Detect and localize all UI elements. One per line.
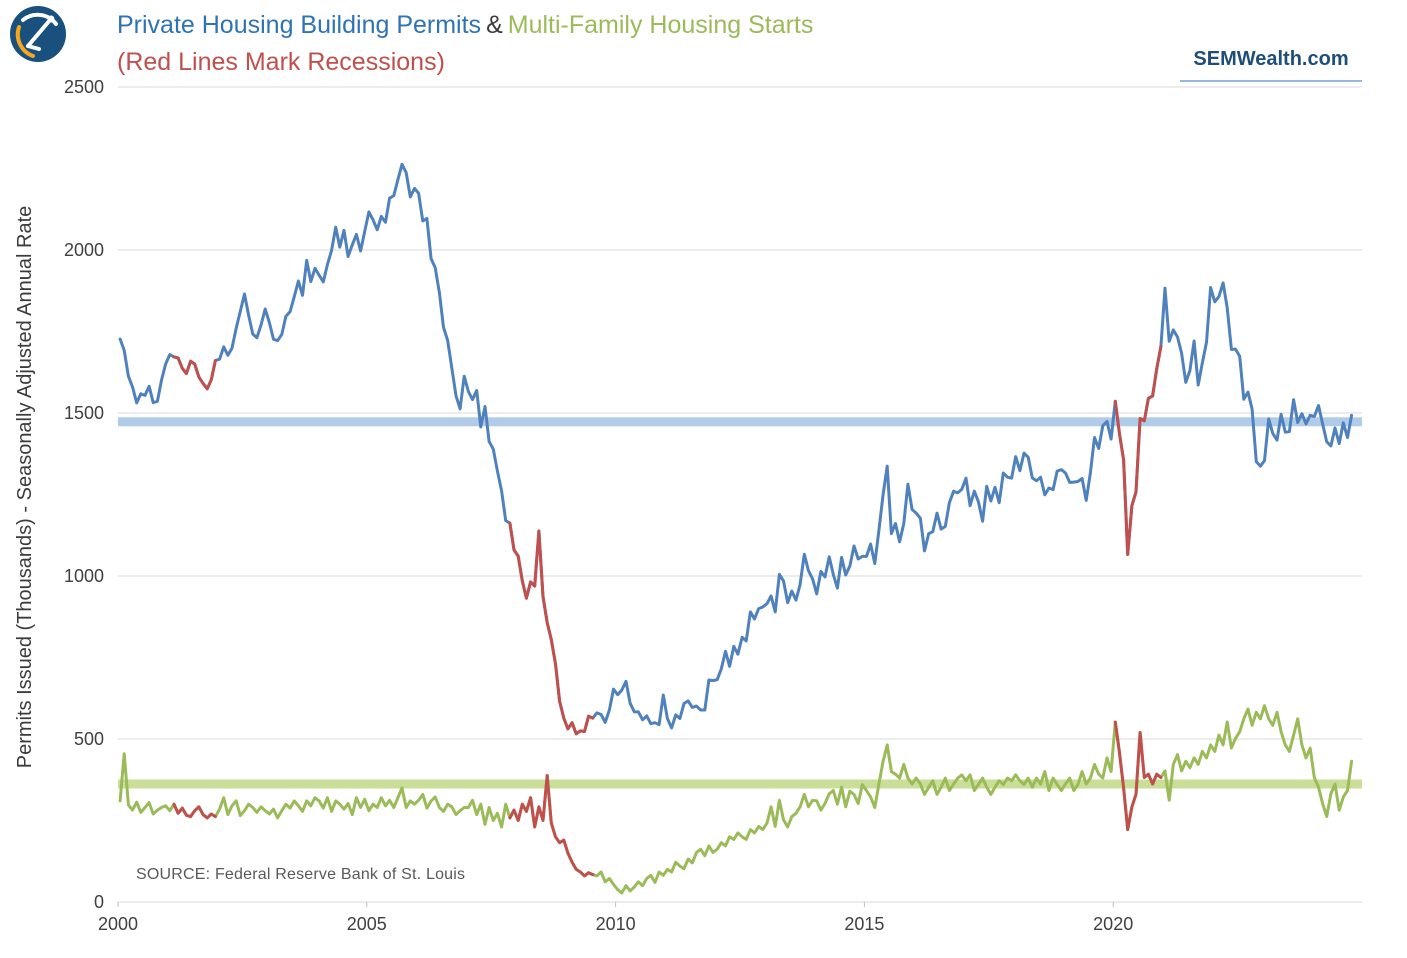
svg-text:500: 500 [74,729,104,749]
chart-title: Private Housing Building Permits & Multi-F… [117,8,813,79]
y-axis-title: Permits Issued (Thousands) - Seasonally … [14,205,36,769]
svg-text:2020: 2020 [1093,914,1133,934]
source-note: SOURCE: Federal Reserve Bank of St. Loui… [136,866,466,883]
current-level-bands [118,417,1362,789]
x-axis-labels: 2000 2005 2010 2015 2020 [98,914,1133,934]
chart-subtitle: (Red Lines Mark Recessions) [117,48,445,76]
chart-title-line1: Private Housing Building Permits & Multi-F… [117,8,813,42]
sem-wealth-logo-graphic [10,6,66,62]
gridlines [118,86,1362,903]
brand-watermark: SEMWealth.com [1180,48,1362,82]
x-axis-ticks [117,902,1114,907]
title-starts: Multi-Family Housing Starts [507,11,814,39]
title-permits: Private Housing Building Permits [117,11,482,39]
recession-segments [172,345,1163,878]
svg-text:2500: 2500 [64,77,104,97]
title-ampersand: & [486,11,503,39]
svg-text:2000: 2000 [98,914,138,934]
svg-text:1000: 1000 [64,566,104,586]
sem-wealth-logo [8,4,68,64]
svg-text:1500: 1500 [64,403,104,423]
series-line [118,704,1354,895]
svg-text:2010: 2010 [596,914,636,934]
svg-text:2000: 2000 [64,240,104,260]
svg-text:0: 0 [94,892,104,912]
svg-text:2005: 2005 [347,914,387,934]
y-axis-labels: 0 500 1000 1500 2000 2500 [64,77,104,912]
svg-text:2015: 2015 [844,914,884,934]
